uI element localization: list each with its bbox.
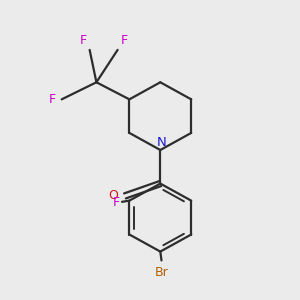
Text: F: F: [80, 34, 87, 47]
Text: O: O: [109, 189, 118, 202]
Text: F: F: [113, 196, 120, 208]
Text: F: F: [121, 34, 128, 47]
Text: F: F: [49, 93, 56, 106]
Text: Br: Br: [155, 266, 169, 279]
Text: N: N: [156, 136, 166, 148]
